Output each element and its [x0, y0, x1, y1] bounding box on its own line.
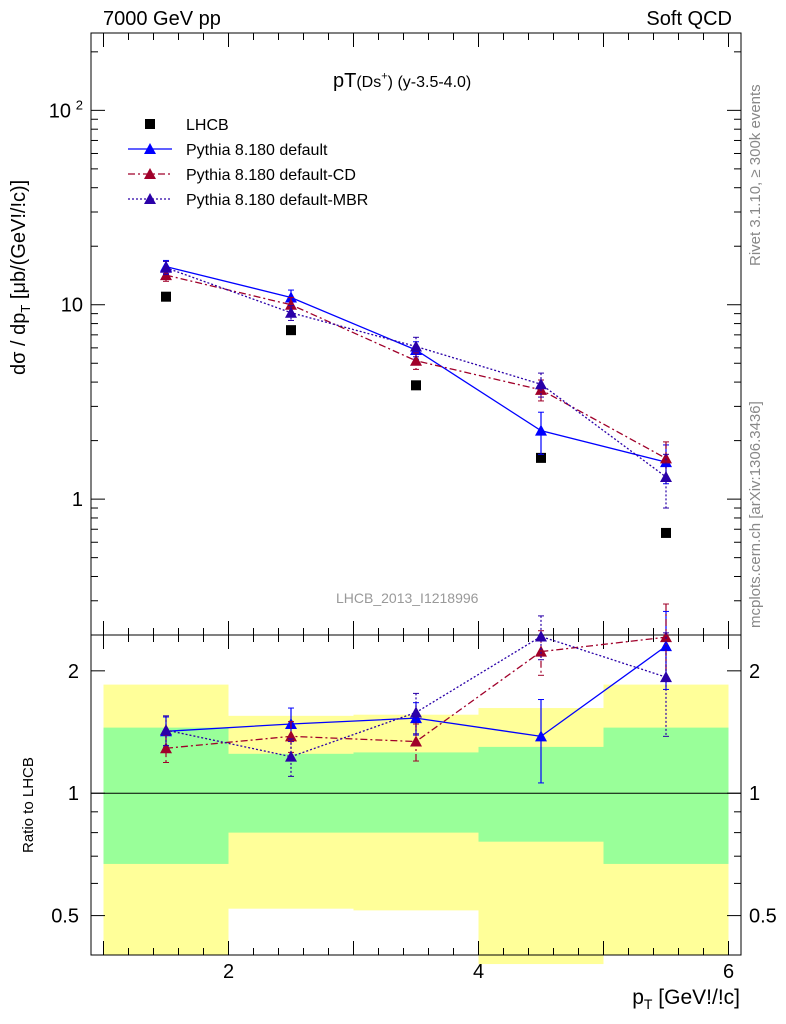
ratio-plot-frame — [90, 634, 742, 956]
main-y-label-sub: T — [18, 304, 33, 313]
legend-label-cd: Pythia 8.180 default-CD — [186, 167, 356, 184]
plot-title: pT(Ds+) (y-3.5-4.0) — [333, 70, 471, 93]
main-y-label-text: dσ / dp — [8, 312, 30, 375]
analysis-watermark: LHCB_2013_I1218996 — [336, 590, 479, 606]
main-line-cd — [165, 274, 667, 459]
ratio-point-default — [535, 730, 547, 742]
main-point-cd — [410, 354, 422, 366]
plot-title-charge: + — [381, 70, 388, 83]
x-tick-label: 4 — [473, 961, 484, 983]
main-point-cd — [660, 452, 672, 464]
x-label-tail: [GeV!/!c] — [652, 986, 740, 1009]
ratio-point-mbr — [660, 671, 672, 683]
legend-label-default: Pythia 8.180 default — [186, 142, 328, 159]
ratio-point-mbr — [285, 750, 297, 762]
plot-title-main: pT — [333, 70, 357, 92]
main-line-mbr — [165, 267, 667, 478]
main-y-tick-label-exponent: 2 — [76, 97, 83, 112]
plot-title-rest: ) (y-3.5-4.0) — [387, 74, 472, 91]
x-label-text: p — [632, 986, 644, 1009]
ratio-point-cd — [535, 645, 547, 657]
main-point-lhcb — [286, 325, 296, 336]
main-y-label-tail: [μb/(GeV!/!c)] — [8, 179, 30, 305]
x-tick-label: 2 — [223, 961, 234, 983]
legend-marker-default — [144, 143, 156, 154]
ratio-y-tick-label: 0.5 — [51, 906, 79, 928]
main-point-mbr — [160, 261, 172, 273]
ratio-point-cd — [410, 735, 422, 747]
x-label-sub: T — [643, 996, 653, 1013]
legend-label-mbr: Pythia 8.180 default-MBR — [186, 192, 368, 209]
main-y-axis-label: dσ / dpT [μb/(GeV!/!c)] — [8, 180, 33, 375]
ratio-point-mbr — [410, 706, 422, 718]
main-point-lhcb — [411, 380, 421, 391]
main-point-mbr — [535, 378, 547, 390]
ratio-y-tick-label: 1 — [68, 783, 79, 805]
legend-marker-mbr — [144, 193, 156, 204]
main-point-lhcb — [661, 527, 671, 538]
main-point-lhcb — [536, 452, 546, 463]
x-tick-label: 6 — [723, 961, 734, 983]
main-point-default — [535, 424, 547, 436]
main-point-mbr — [660, 470, 672, 482]
ratio-band-inner-2 — [353, 752, 479, 833]
x-axis-label: pT [GeV!/!c] — [632, 986, 740, 1012]
main-point-mbr — [285, 306, 297, 318]
ratio-y-tick-label-right: 2 — [749, 661, 760, 683]
ratio-band-inner-4 — [603, 727, 729, 864]
legend-label-data: LHCB — [186, 117, 229, 134]
ratio-point-cd — [160, 742, 172, 754]
legend-marker-lhcb — [145, 119, 155, 129]
ratio-point-cd — [660, 631, 672, 643]
ratio-y-tick-label: 2 — [68, 661, 79, 683]
rivet-label: Rivet 3.1.10, ≥ 300k events — [747, 84, 764, 266]
main-point-lhcb — [161, 291, 171, 302]
main-y-tick-label: 10 — [49, 100, 71, 122]
ratio-point-mbr — [535, 630, 547, 642]
main-point-mbr — [410, 340, 422, 352]
legend-marker-cd — [144, 168, 156, 179]
ratio-y-axis-label: Ratio to LHCB — [20, 757, 37, 853]
ratio-y-tick-label-right: 1 — [749, 783, 760, 805]
header-right: Soft QCD — [646, 8, 732, 30]
mcplots-label: mcplots.cern.ch [arXiv:1306.3436] — [747, 401, 764, 628]
main-point-cd — [285, 298, 297, 310]
main-y-tick-label: 10 — [61, 295, 83, 317]
header-left: 7000 GeV pp — [103, 8, 221, 30]
plot-title-particle: (Ds — [356, 74, 382, 91]
main-y-tick-label: 1 — [72, 489, 83, 511]
ratio-point-mbr — [160, 724, 172, 736]
ratio-y-tick-label-right: 0.5 — [749, 906, 777, 928]
